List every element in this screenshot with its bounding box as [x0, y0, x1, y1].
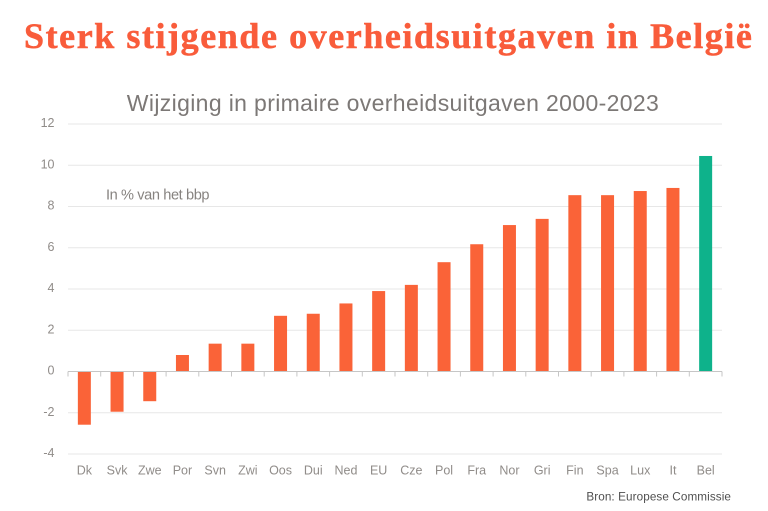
svg-text:Cze: Cze: [400, 464, 422, 478]
svg-text:Gri: Gri: [534, 464, 551, 478]
svg-text:Zwi: Zwi: [238, 464, 257, 478]
svg-text:12: 12: [41, 116, 55, 130]
svg-text:Por: Por: [173, 464, 192, 478]
svg-text:Ned: Ned: [334, 464, 357, 478]
svg-text:It: It: [669, 464, 676, 478]
svg-text:4: 4: [48, 281, 55, 295]
svg-text:Bel: Bel: [697, 464, 715, 478]
svg-text:Nor: Nor: [499, 464, 519, 478]
svg-text:Pol: Pol: [435, 464, 453, 478]
svg-text:-4: -4: [43, 446, 54, 460]
svg-text:EU: EU: [370, 464, 387, 478]
svg-text:Zwe: Zwe: [138, 464, 162, 478]
svg-text:2: 2: [48, 322, 55, 336]
svg-text:Dui: Dui: [304, 464, 323, 478]
svg-text:Svn: Svn: [204, 464, 226, 478]
svg-text:10: 10: [41, 157, 55, 171]
svg-text:Fin: Fin: [566, 464, 583, 478]
svg-text:0: 0: [48, 364, 55, 378]
svg-text:8: 8: [48, 199, 55, 213]
svg-text:-2: -2: [43, 405, 54, 419]
svg-text:Fra: Fra: [467, 464, 486, 478]
svg-text:Dk: Dk: [77, 464, 93, 478]
svg-text:Svk: Svk: [107, 464, 129, 478]
svg-text:6: 6: [48, 240, 55, 254]
svg-text:Spa: Spa: [596, 464, 618, 478]
svg-text:In % van het bbp: In % van het bbp: [106, 188, 209, 204]
svg-text:Oos: Oos: [269, 464, 292, 478]
svg-text:Bron: Europese Commissie: Bron: Europese Commissie: [586, 491, 731, 504]
svg-text:Lux: Lux: [630, 464, 651, 478]
